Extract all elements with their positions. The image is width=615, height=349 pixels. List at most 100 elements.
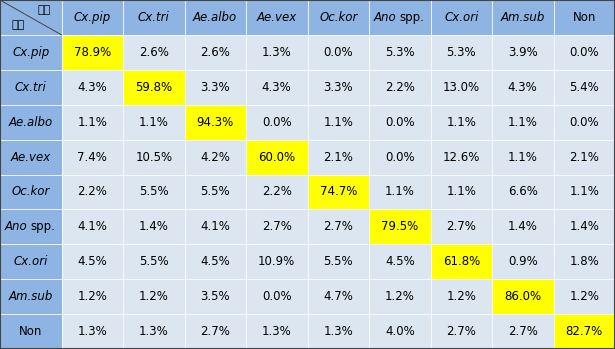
Bar [308, 0, 369, 35]
Text: 2.6%: 2.6% [139, 46, 169, 59]
Text: Am.sub: Am.sub [9, 290, 53, 303]
Text: 78.9%: 78.9% [74, 46, 111, 59]
Bar [308, 174, 369, 209]
Bar [184, 244, 246, 279]
Bar [308, 279, 369, 314]
Text: 1.1%: 1.1% [446, 185, 476, 199]
Text: 7.4%: 7.4% [77, 150, 107, 164]
Bar [246, 105, 308, 140]
Text: 4.1%: 4.1% [77, 220, 107, 233]
Text: 79.5%: 79.5% [381, 220, 418, 233]
Text: 5.4%: 5.4% [569, 81, 599, 94]
Bar [369, 279, 430, 314]
Bar [0, 70, 62, 105]
Text: 2.7%: 2.7% [262, 220, 292, 233]
Bar [246, 244, 308, 279]
Bar [184, 0, 246, 35]
Bar [62, 140, 123, 174]
Bar [184, 174, 246, 209]
Bar [430, 35, 492, 70]
Text: 74.7%: 74.7% [320, 185, 357, 199]
Text: 4.5%: 4.5% [77, 255, 107, 268]
Bar [0, 105, 62, 140]
Bar [123, 0, 184, 35]
Text: 4.5%: 4.5% [385, 255, 415, 268]
Bar [369, 244, 430, 279]
Text: 1.2%: 1.2% [446, 290, 476, 303]
Text: 82.7%: 82.7% [566, 325, 603, 338]
Bar [0, 140, 62, 174]
Text: Oc.kor: Oc.kor [12, 185, 50, 199]
Text: Cx.pip: Cx.pip [12, 46, 49, 59]
Text: Ae.vex: Ae.vex [256, 11, 297, 24]
Bar [246, 279, 308, 314]
Bar [0, 314, 62, 349]
Text: 1.1%: 1.1% [139, 116, 169, 129]
Bar [62, 70, 123, 105]
Text: Cx.ori: Cx.ori [444, 11, 478, 24]
Bar [246, 314, 308, 349]
Bar [492, 279, 554, 314]
Text: 1.4%: 1.4% [508, 220, 538, 233]
Bar [0, 279, 62, 314]
Text: 4.0%: 4.0% [385, 325, 415, 338]
Text: 4.3%: 4.3% [77, 81, 107, 94]
Text: 1.3%: 1.3% [262, 325, 292, 338]
Bar [554, 70, 615, 105]
Bar [62, 0, 123, 35]
Bar [554, 244, 615, 279]
Bar [123, 209, 184, 244]
Bar [369, 70, 430, 105]
Text: 59.8%: 59.8% [135, 81, 172, 94]
Text: Ae.albo: Ae.albo [9, 116, 53, 129]
Bar [369, 35, 430, 70]
Text: 5.5%: 5.5% [323, 255, 353, 268]
Text: 1.1%: 1.1% [323, 116, 353, 129]
Text: 3.3%: 3.3% [200, 81, 230, 94]
Bar [554, 279, 615, 314]
Bar [246, 140, 308, 174]
Bar [554, 105, 615, 140]
Text: 1.1%: 1.1% [385, 185, 415, 199]
Bar [554, 140, 615, 174]
Bar [0, 174, 62, 209]
Bar [62, 244, 123, 279]
Bar [123, 35, 184, 70]
Bar [123, 70, 184, 105]
Text: spp.: spp. [31, 220, 55, 233]
Text: 3.9%: 3.9% [508, 46, 538, 59]
Text: spp.: spp. [400, 11, 424, 24]
Bar [430, 140, 492, 174]
Bar [430, 209, 492, 244]
Text: 2.1%: 2.1% [323, 150, 353, 164]
Text: 1.3%: 1.3% [323, 325, 353, 338]
Bar [554, 209, 615, 244]
Text: 0.0%: 0.0% [569, 116, 599, 129]
Text: 1.3%: 1.3% [77, 325, 107, 338]
Bar [492, 0, 554, 35]
Bar [246, 209, 308, 244]
Text: 0.0%: 0.0% [569, 46, 599, 59]
Text: 1.4%: 1.4% [139, 220, 169, 233]
Text: 2.7%: 2.7% [508, 325, 538, 338]
Text: 0.0%: 0.0% [262, 290, 292, 303]
Bar [123, 174, 184, 209]
Text: 61.8%: 61.8% [443, 255, 480, 268]
Text: Ae.albo: Ae.albo [193, 11, 237, 24]
Bar [430, 174, 492, 209]
Text: 예측: 예측 [38, 6, 51, 15]
Bar [62, 209, 123, 244]
Bar [430, 0, 492, 35]
Text: 1.2%: 1.2% [569, 290, 599, 303]
Bar [369, 209, 430, 244]
Bar [430, 244, 492, 279]
Text: 1.1%: 1.1% [508, 150, 538, 164]
Bar [184, 105, 246, 140]
Bar [308, 105, 369, 140]
Text: Oc.kor: Oc.kor [319, 11, 357, 24]
Bar [554, 174, 615, 209]
Bar [492, 105, 554, 140]
Bar [554, 35, 615, 70]
Bar [369, 314, 430, 349]
Text: 2.7%: 2.7% [446, 220, 476, 233]
